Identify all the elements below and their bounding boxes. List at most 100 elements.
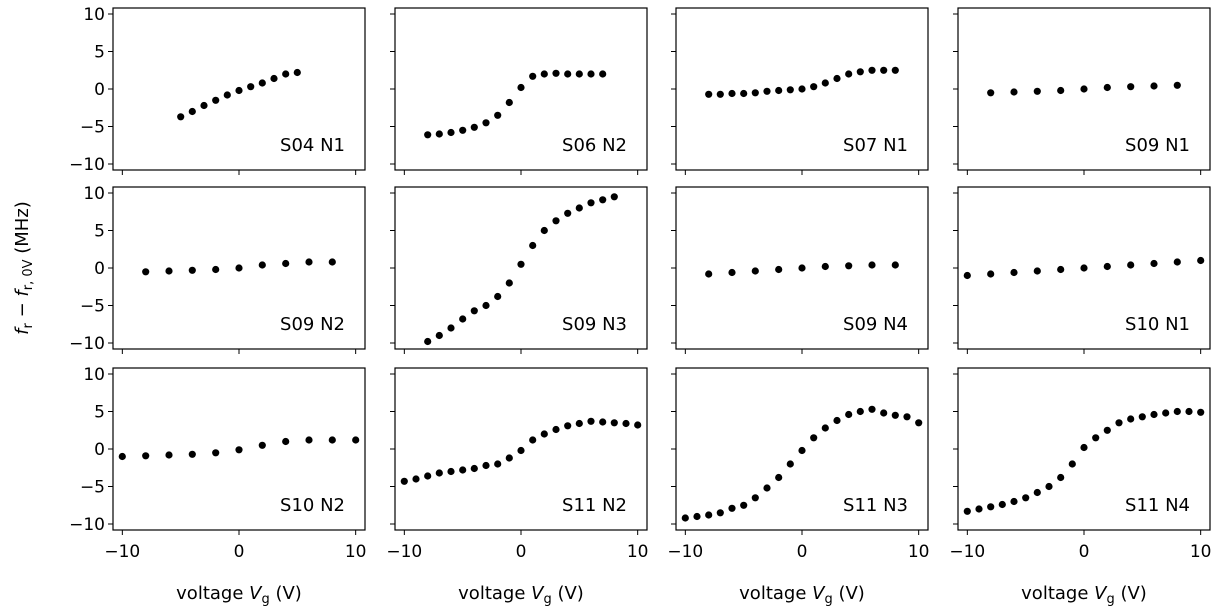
data-point	[1138, 413, 1146, 421]
panel-label: S09 N2	[280, 314, 345, 335]
panel-s10-n2: −10 −5 0 5 10 −10 0 10 S10 N2 voltage Vg (V)	[69, 365, 366, 607]
x-tick-label: −10	[667, 542, 703, 562]
data-point	[1197, 256, 1205, 265]
data-point	[856, 68, 864, 76]
data-point	[188, 266, 196, 274]
data-point	[470, 307, 478, 315]
y-tick-label: −10	[69, 334, 105, 354]
data-point	[247, 83, 255, 91]
data-point	[505, 98, 513, 107]
data-point	[212, 449, 220, 457]
data-point	[435, 331, 443, 340]
x-tick-label: 10	[345, 542, 367, 562]
data-point	[786, 460, 794, 468]
data-point	[810, 83, 818, 91]
data-point	[1033, 87, 1041, 95]
data-point	[188, 107, 196, 116]
data-point	[212, 96, 220, 104]
data-point	[751, 89, 759, 97]
data-point	[459, 126, 467, 134]
data-point	[599, 418, 607, 426]
data-point	[505, 454, 513, 462]
data-point	[235, 264, 243, 272]
y-tick-label: −5	[80, 118, 105, 138]
data-point	[235, 86, 243, 95]
panel-s09-n1: S09 N1	[953, 7, 1211, 175]
data-point	[833, 74, 841, 83]
data-point	[775, 473, 783, 482]
panel-grid: −10 −5 0 5 10 S04 N1 S06 N2 S07 N1 S09 N1 −10 −5 0 5…	[69, 5, 1211, 607]
data-point	[1185, 407, 1193, 416]
data-point	[400, 477, 408, 485]
y-tick-label: 0	[94, 80, 105, 100]
data-point	[751, 494, 759, 502]
data-point	[610, 419, 618, 427]
data-point	[540, 70, 548, 78]
data-point	[716, 90, 724, 98]
data-point	[810, 434, 818, 442]
data-point	[165, 267, 173, 275]
x-tick-label: −10	[104, 542, 140, 562]
panel-label: S11 N2	[562, 495, 627, 516]
x-tick-label: 10	[908, 542, 930, 562]
y-axis-label: fr − fr, 0V (MHz)	[12, 201, 36, 335]
panel-label: S09 N1	[1125, 135, 1190, 156]
data-point	[505, 279, 513, 287]
data-point	[1127, 83, 1135, 91]
panel-s06-n2: S06 N2	[390, 7, 648, 175]
y-tick-label: 0	[94, 259, 105, 279]
data-point	[447, 128, 455, 137]
data-point	[705, 270, 713, 278]
panel-s09-n4: S09 N4	[671, 186, 929, 354]
data-point	[540, 226, 548, 235]
data-point	[1127, 415, 1135, 423]
data-point	[282, 437, 290, 446]
y-tick-label: −5	[80, 297, 105, 317]
data-point	[915, 419, 923, 427]
y-tick-label: 5	[94, 403, 105, 423]
data-point	[681, 514, 689, 522]
data-point	[763, 484, 771, 492]
data-point	[188, 450, 196, 458]
x-tick-label: −10	[949, 542, 985, 562]
data-point	[1080, 443, 1088, 452]
data-point	[1092, 434, 1100, 442]
y-tick-label: −10	[69, 155, 105, 175]
data-point	[798, 85, 806, 93]
data-point	[845, 410, 853, 419]
data-point	[212, 265, 220, 274]
data-point	[1033, 488, 1041, 497]
data-point	[821, 79, 829, 87]
data-point	[833, 416, 841, 425]
x-axis-label: voltage Vg (V)	[176, 583, 302, 607]
x-tick-label: 0	[234, 542, 245, 562]
data-point	[728, 268, 736, 277]
data-point	[705, 511, 713, 519]
data-point	[1103, 426, 1111, 434]
y-tick-label: 5	[94, 43, 105, 63]
data-point	[482, 301, 490, 310]
panel-s11-n4: −10 0 10 S11 N4 voltage Vg (V)	[949, 367, 1211, 607]
data-point	[1173, 258, 1181, 266]
data-point	[447, 467, 455, 476]
data-point	[821, 424, 829, 432]
y-tick-label: 10	[83, 365, 105, 385]
data-point	[459, 315, 467, 323]
data-point	[435, 469, 443, 477]
data-point	[728, 89, 736, 98]
x-tick-label: −10	[386, 542, 422, 562]
y-tick-label: 10	[83, 5, 105, 25]
data-point	[728, 504, 736, 512]
data-point	[282, 259, 290, 268]
data-point	[470, 123, 478, 131]
data-point	[305, 258, 313, 266]
data-point	[177, 113, 185, 121]
data-point	[1010, 497, 1018, 506]
data-point	[868, 66, 876, 74]
data-point	[1162, 409, 1170, 417]
data-point	[552, 217, 560, 225]
data-point	[975, 505, 983, 513]
data-point	[1197, 408, 1205, 416]
data-point	[282, 70, 290, 78]
